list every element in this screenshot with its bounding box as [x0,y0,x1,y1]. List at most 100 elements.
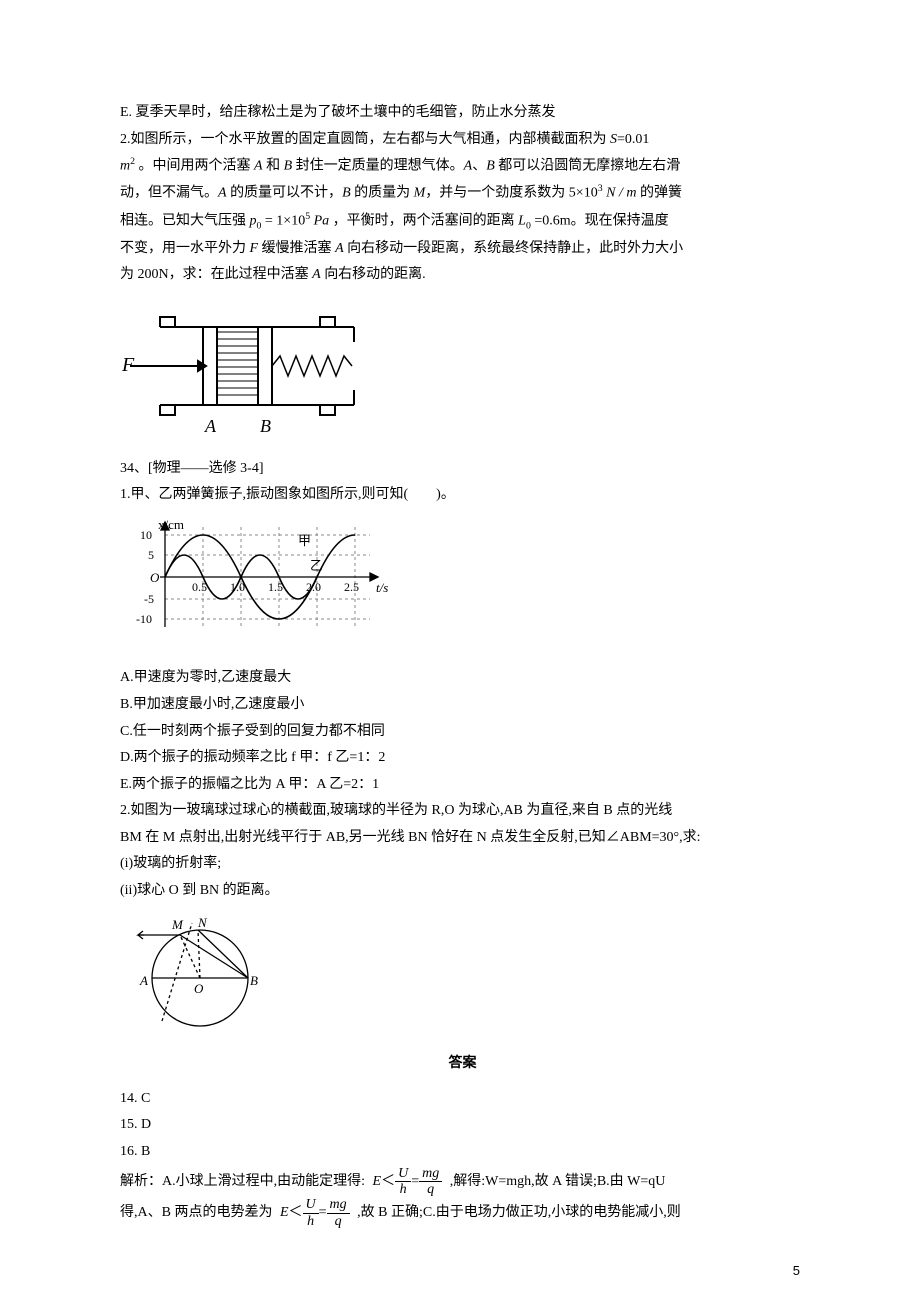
t: mg [419,1166,442,1182]
series1-label: 甲 [298,533,311,548]
t: 和 [263,159,284,174]
explanation-line2: 得,A、B 两点的电势差为 E＜Uh=mgq ,故 B 正确;C.由于电场力做正… [120,1197,805,1229]
q2-line3: 动，但不漏气。A 的质量可以不计，B 的质量为 M，并与一个劲度系数为 5×10… [120,180,805,207]
t: m [120,159,130,174]
t: 动，但不漏气。 [120,186,218,201]
t: = [411,1174,419,1189]
t: U [395,1166,411,1182]
q34-1-stem: 1.甲、乙两弹簧振子,振动图象如图所示,则可知( )。 [120,482,805,509]
t: q [419,1182,442,1197]
q34-header: 34、[物理——选修 3-4] [120,456,805,483]
t: F [250,241,259,256]
page: E. 夏季天旱时，给庄稼松土是为了破坏土壤中的毛细管，防止水分蒸发 2.如图所示… [0,0,920,1302]
formula-1: E＜Uh=mgq [373,1166,443,1198]
t: q [327,1214,350,1229]
t: = 1×10 [261,213,305,228]
t: 的质量可以不计， [227,186,343,201]
t: L [518,213,526,228]
t: 。中间用两个活塞 [135,159,254,174]
t: ，平衡时，两个活塞间的距离 [329,213,518,228]
t: ,解得:W=mgh,故 A 错误;B.由 W=qU [450,1174,666,1189]
t: 相连。已知大气压强 [120,213,250,228]
formula-2: E＜Uh=mgq [280,1197,350,1229]
t: 解析：A.小球上滑过程中,由动能定理得: [120,1174,365,1189]
answers-title: 答案 [120,1051,805,1078]
q34-1-E: E.两个振子的振幅之比为 A 甲：A 乙=2：1 [120,772,805,799]
t: 向右移动一段距离，系统最终保持静止，此时外力大小 [344,241,684,256]
yt: -5 [144,592,154,606]
t: U [303,1197,319,1213]
series2-label: 乙 [310,558,323,573]
A: A [139,973,148,988]
xlabel: t/s [376,580,388,595]
yt: O [150,570,160,585]
ans-16: 16. B [120,1139,805,1166]
t: 得,A、B 两点的电势差为 [120,1206,272,1221]
q34-2-l2: BM 在 M 点射出,出射光线平行于 AB,另一光线 BN 恰好在 N 点发生全… [120,825,805,852]
t: B [486,159,495,174]
t: =0.6m。现在保持温度 [531,213,669,228]
t: ＜ [381,1174,395,1189]
xt: 1.5 [268,580,283,594]
ans-14: 14. C [120,1086,805,1113]
M: M [171,917,184,932]
t: 封住一定质量的理想气体。 [292,159,464,174]
B: B [250,973,258,988]
t: E [373,1174,382,1189]
t: 缓慢推活塞 [258,241,335,256]
t: 的质量为 [351,186,414,201]
xt: 0.5 [192,580,207,594]
page-number: 5 [793,1259,800,1284]
t: 向右移动的距离. [321,267,426,282]
t: M [414,186,426,201]
t: 不变，用一水平外力 [120,241,250,256]
figure-cylinder: F A B [120,297,805,448]
t: N / m [606,186,636,201]
t: h [303,1214,319,1229]
yt: 5 [148,548,154,562]
t: =0.01 [617,132,649,147]
ans-15: 15. D [120,1112,805,1139]
label-B: B [260,416,271,436]
t: A [335,241,344,256]
t: B [284,159,293,174]
t: 的弹簧 [636,186,682,201]
t: Pa [314,213,330,228]
q2-line1: 2.如图所示，一个水平放置的固定直圆筒，左右都与大气相通，内部横截面积为 S=0… [120,127,805,154]
t: 都可以沿圆筒无摩擦地左右滑 [495,159,681,174]
t: A [464,159,473,174]
yt: 10 [140,528,152,542]
explanation-line1: 解析：A.小球上滑过程中,由动能定理得: E＜Uh=mgq ,解得:W=mgh,… [120,1166,805,1198]
t: A [312,267,321,282]
O: O [194,981,204,996]
yt: -10 [136,612,152,626]
figure-oscillation-chart: x/cm t/s 10 5 O -5 -10 0.5 1.0 1.5 2.0 2… [120,517,805,658]
figure-glass-sphere: A B O M N [120,913,805,1044]
q34-1-A: A.甲速度为零时,乙速度最大 [120,665,805,692]
t: h [395,1182,411,1197]
N: N [197,915,208,930]
t: ＜ [289,1206,303,1221]
q34-1-D: D.两个振子的振动频率之比 f 甲：f 乙=1：2 [120,745,805,772]
q1-option-e: E. 夏季天旱时，给庄稼松土是为了破坏土壤中的毛细管，防止水分蒸发 [120,100,805,127]
q2-line2: m2 。中间用两个活塞 A 和 B 封住一定质量的理想气体。A、B 都可以沿圆筒… [120,153,805,180]
t: S [610,132,617,147]
q34-1-B: B.甲加速度最小时,乙速度最小 [120,692,805,719]
q34-2-l3: (i)玻璃的折射率; [120,851,805,878]
q2-line6: 为 200N，求：在此过程中活塞 A 向右移动的距离. [120,262,805,289]
t: ，并与一个劲度系数为 [425,186,569,201]
xt: 2.0 [306,580,321,594]
t: = [319,1206,327,1221]
xt: 1.0 [230,580,245,594]
t: B [342,186,351,201]
t: A [254,159,263,174]
t: E [280,1206,289,1221]
t: 5×10 [569,186,598,201]
t: 、 [472,159,486,174]
q34-1-C: C.任一时刻两个振子受到的回复力都不相同 [120,719,805,746]
t: 2.如图所示，一个水平放置的固定直圆筒，左右都与大气相通，内部横截面积为 [120,132,610,147]
label-A: A [204,416,217,436]
t: ,故 B 正确;C.由于电场力做正功,小球的电势能减小,则 [357,1206,681,1221]
t: p [250,213,257,228]
q34-2-l1: 2.如图为一玻璃球过球心的横截面,玻璃球的半径为 R,O 为球心,AB 为直径,… [120,798,805,825]
